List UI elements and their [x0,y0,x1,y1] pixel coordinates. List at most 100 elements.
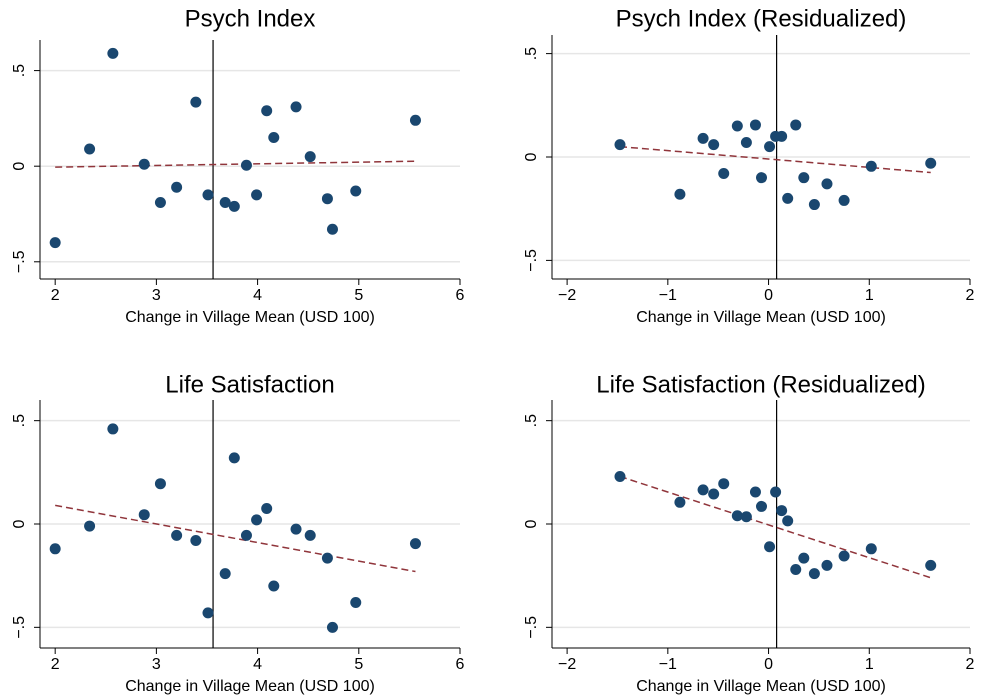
scatter-point [350,597,362,609]
scatter-point [326,621,338,633]
scatter-point [321,552,333,564]
scatter-point [268,580,280,592]
scatter-point [749,486,761,498]
scatter-point [290,523,302,535]
scatter-point [154,478,166,490]
x-tick-label: 2 [51,656,60,673]
scatter-point [925,559,937,571]
x-tick-label: −2 [558,656,576,673]
scatter-point [838,194,850,206]
scatter-point [251,514,263,526]
scatter-point [718,168,730,180]
scatter-point [138,158,150,170]
fit-line [55,504,416,573]
y-tick-label: −.5 [11,250,28,273]
scatter-point [865,543,877,555]
scatter-point [107,423,119,435]
y-tick-label: 0 [523,152,540,161]
scatter-point [49,543,61,555]
fit-line [619,145,931,174]
scatter-point [614,470,626,482]
scatter-point [674,188,686,200]
y-tick-label: .5 [523,414,540,427]
scatter-point [697,132,709,144]
x-tick-label: 1 [865,287,874,304]
x-axis-label: Change in Village Mean (USD 100) [125,678,375,695]
x-axis-label: Change in Village Mean (USD 100) [636,678,886,695]
y-tick-label: 0 [11,519,28,528]
x-tick-label: 0 [764,287,773,304]
x-tick-label: 4 [253,287,262,304]
scatter-point [708,488,720,500]
scatter-point [798,552,810,564]
scatter-point [776,130,788,142]
y-tick-label: .5 [11,64,28,77]
scatter-point [740,137,752,149]
scatter-point [219,197,231,209]
scatter-point [251,189,263,201]
scatter-point [190,535,202,547]
scatter-point [154,197,166,209]
panel: Life Satisfaction −.5 0 .5 2 3 4 5 6 Change in Vi… [11,371,464,695]
scatter-point [171,529,183,541]
x-axis-label: Change in Village Mean (USD 100) [125,309,375,326]
scatter-point [321,193,333,205]
x-tick-label: 3 [152,287,161,304]
scatter-point [190,96,202,108]
scatter-point [409,114,421,126]
panel-title: Life Satisfaction [165,371,334,398]
scatter-point [740,511,752,523]
scatter-point [304,529,316,541]
x-tick-label: 0 [764,656,773,673]
scatter-point [838,550,850,562]
scatter-point [138,509,150,521]
scatter-point [731,510,743,522]
fit-line [55,160,416,168]
x-tick-label: 6 [456,287,465,304]
scatter-point [326,223,338,235]
scatter-point [84,143,96,155]
scatter-point [614,139,626,151]
x-tick-label: 5 [354,287,363,304]
scatter-point [350,185,362,197]
scatter-point [798,172,810,184]
panel: Psych Index −.5 0 .5 2 3 4 5 6 Change in Village … [11,5,464,326]
y-tick-label: .5 [523,47,540,60]
y-tick-label: 0 [523,519,540,528]
scatter-point [865,160,877,172]
scatter-point [107,47,119,59]
x-tick-label: 2 [966,287,975,304]
panel: Psych Index (Residualized) −.5 0 .5 −2 −1 0 1 2 C… [523,5,974,326]
scatter-point [228,200,240,212]
scatter-point [790,119,802,131]
scatter-point [808,199,820,211]
scatter-point [821,178,833,190]
scatter-point [219,568,231,580]
scatter-point [756,500,768,512]
scatter-point [925,157,937,169]
x-tick-label: −1 [659,287,677,304]
scatter-point [261,503,273,514]
x-tick-label: −2 [558,287,576,304]
scatter-point [290,101,302,113]
scatter-point [261,105,273,117]
scatter-point [240,529,252,541]
panel-title: Life Satisfaction (Residualized) [596,371,926,398]
scatter-point [228,452,240,464]
scatter-point [790,563,802,575]
x-tick-label: 3 [152,656,161,673]
scatter-point [409,538,421,550]
scatter-point [776,505,788,517]
x-tick-label: −1 [659,656,677,673]
scatter-point [731,120,743,132]
scatter-point [202,189,214,201]
scatter-point [821,559,833,571]
scatter-point [171,181,183,193]
y-tick-label: −.5 [11,616,28,639]
y-tick-label: 0 [11,162,28,171]
panel-title: Psych Index (Residualized) [616,5,907,32]
scatter-point [697,484,709,496]
panel-title: Psych Index [185,5,316,32]
scatter-point [718,478,730,490]
